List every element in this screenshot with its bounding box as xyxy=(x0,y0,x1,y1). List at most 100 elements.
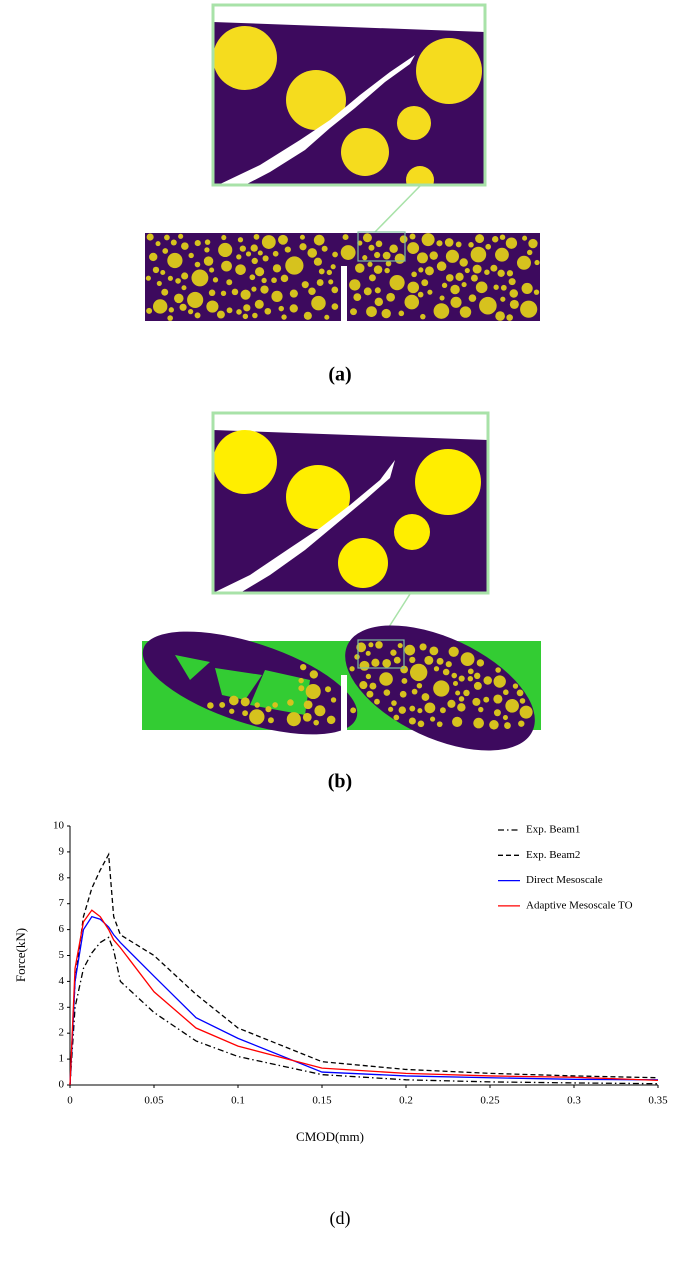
aggregate xyxy=(221,260,232,272)
aggregate xyxy=(484,269,490,275)
aggregate xyxy=(332,251,338,258)
aggregate xyxy=(330,697,337,703)
aggregate xyxy=(516,255,531,270)
aggregate xyxy=(505,699,519,713)
aggregate xyxy=(181,285,187,291)
aggregate xyxy=(381,308,391,319)
aggregate xyxy=(362,233,372,243)
y-tick-label: 1 xyxy=(59,1053,65,1065)
aggregate xyxy=(280,274,289,283)
aggregate xyxy=(509,299,519,309)
aggregate xyxy=(252,312,258,319)
aggregate xyxy=(483,676,492,685)
aggregate xyxy=(350,308,357,316)
aggregate xyxy=(272,264,282,273)
aggregate xyxy=(429,251,438,260)
aggregate xyxy=(430,716,436,722)
aggregate xyxy=(404,294,420,310)
aggregate xyxy=(359,681,368,690)
aggregate xyxy=(313,234,325,246)
aggregate xyxy=(262,255,269,262)
aggregate xyxy=(229,708,235,714)
aggregate xyxy=(429,646,439,656)
aggregate xyxy=(261,235,276,249)
panel-label: (a) xyxy=(328,364,351,386)
aggregate xyxy=(419,643,427,651)
aggregate xyxy=(502,715,508,721)
aggregate xyxy=(455,272,464,281)
aggregate xyxy=(450,296,462,308)
aggregate xyxy=(479,296,497,315)
aggregate xyxy=(321,245,328,252)
aggregate xyxy=(519,705,533,719)
aggregate xyxy=(164,234,170,241)
aggregate xyxy=(261,277,267,284)
aggregate xyxy=(250,244,258,252)
aggregate xyxy=(458,675,465,682)
aggregate xyxy=(399,690,407,698)
aggregate xyxy=(331,286,339,294)
aggregate xyxy=(470,274,478,282)
aggregate xyxy=(220,290,227,296)
aggregate xyxy=(528,238,538,249)
aggregate xyxy=(326,269,333,276)
aggregate xyxy=(493,675,506,688)
aggregate xyxy=(442,668,450,676)
aggregate xyxy=(452,680,459,686)
aggregate xyxy=(236,254,242,260)
aggregate xyxy=(489,720,499,730)
notch xyxy=(341,266,347,322)
aggregate xyxy=(368,274,376,282)
aggregate xyxy=(478,706,484,713)
aggregate xyxy=(149,252,158,262)
aggregate xyxy=(362,255,368,261)
aggregate xyxy=(468,242,474,248)
aggregate xyxy=(408,717,416,725)
x-tick-label: 0.15 xyxy=(312,1095,332,1107)
aggregate xyxy=(326,715,336,725)
aggregate xyxy=(168,307,174,313)
aggregate xyxy=(254,299,264,309)
aggregate xyxy=(366,690,374,698)
aggregate xyxy=(194,240,201,247)
aggregate xyxy=(257,250,263,256)
connector xyxy=(374,185,421,233)
aggregate xyxy=(398,706,407,714)
aggregate xyxy=(218,242,233,258)
aggregate xyxy=(226,279,233,286)
aggregate xyxy=(374,287,381,294)
x-tick-label: 0.1 xyxy=(231,1095,245,1107)
aggregate xyxy=(303,700,313,710)
aggregate xyxy=(264,307,272,315)
aggregate xyxy=(242,313,249,320)
aggregate xyxy=(245,251,252,257)
aggregate xyxy=(473,681,482,690)
aggregate xyxy=(436,240,443,247)
aggregate xyxy=(194,312,201,319)
aggregate xyxy=(503,689,509,696)
aggregate xyxy=(146,233,154,241)
aggregate xyxy=(474,672,481,680)
aggregate xyxy=(284,246,291,253)
y-tick-label: 2 xyxy=(59,1027,65,1039)
aggregate xyxy=(281,314,287,320)
series-line xyxy=(69,915,659,1086)
aggregate xyxy=(417,720,425,728)
aggregate xyxy=(249,274,256,281)
series-line xyxy=(69,936,659,1086)
aggregate xyxy=(485,243,492,250)
aggregate xyxy=(161,288,169,296)
aggregate xyxy=(363,287,372,296)
aggregate xyxy=(365,673,372,680)
aggregate xyxy=(181,272,189,280)
aggregate xyxy=(272,702,278,708)
panel-label: (d) xyxy=(330,1208,351,1229)
aggregate xyxy=(271,290,283,302)
aggregate xyxy=(490,264,498,272)
aggregate xyxy=(516,689,524,697)
aggregate xyxy=(146,307,153,314)
aggregate xyxy=(399,235,408,244)
x-tick-label: 0.3 xyxy=(567,1095,581,1107)
aggregate xyxy=(237,237,244,243)
